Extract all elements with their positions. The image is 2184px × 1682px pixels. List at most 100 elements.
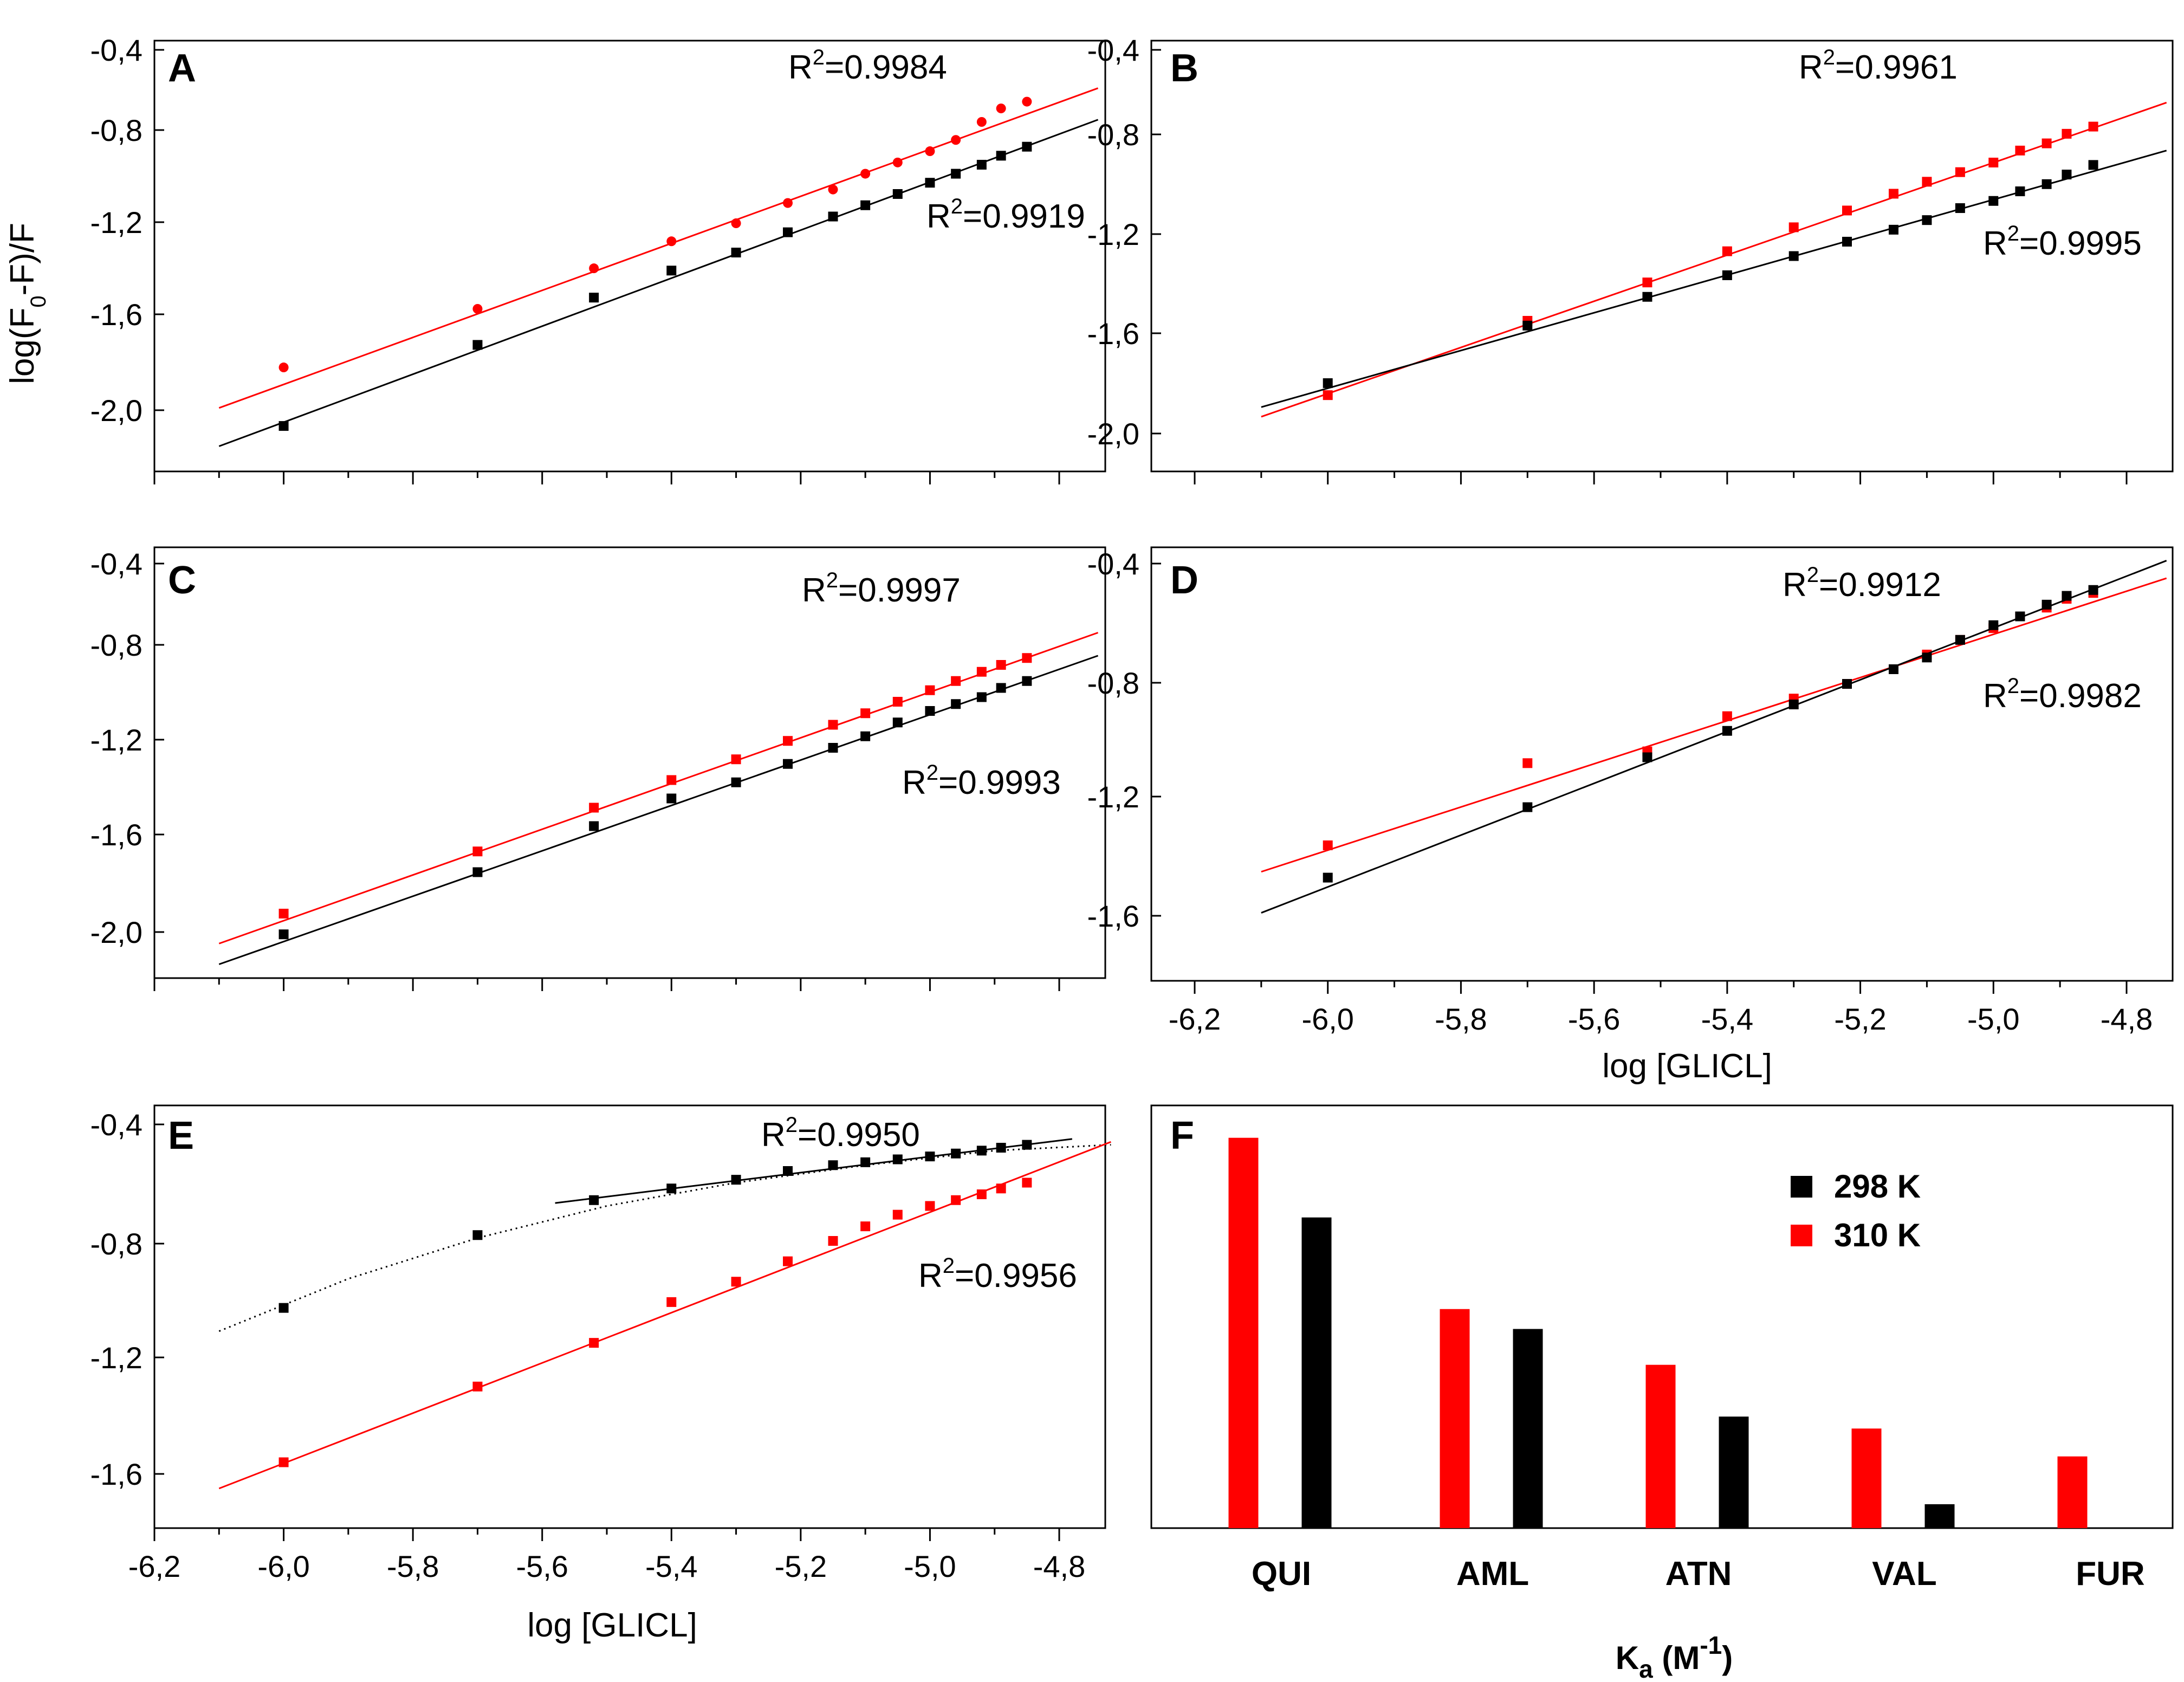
x-tick-label: -4,8 — [1033, 1549, 1086, 1583]
x-tick-label: -5,2 — [1834, 1002, 1887, 1036]
data-point-red — [472, 846, 483, 857]
data-point-black — [1842, 679, 1852, 689]
y-tick-label: -0,4 — [1087, 33, 1140, 67]
bar-red-qui — [1228, 1137, 1259, 1528]
data-point-red — [1788, 222, 1799, 232]
r-squared-label: R2=0.9912 — [1783, 563, 1941, 604]
data-point-red — [589, 1338, 599, 1348]
data-point-black — [1955, 635, 1965, 645]
panel-label: F — [1170, 1114, 1194, 1157]
x-tick-label: -5,4 — [645, 1549, 698, 1583]
panel-f: F QUI AML ATN VAL FUR 298 K 310 K Ka (M-1) — [1150, 1104, 2174, 1682]
data-point-red — [1323, 840, 1333, 850]
data-point-red — [2015, 145, 2025, 156]
y-tick-label: -0,8 — [90, 113, 143, 147]
y-tick-label: -2,0 — [90, 915, 143, 949]
r-squared-label: R2=0.9984 — [788, 46, 947, 86]
data-point-red — [860, 1221, 871, 1232]
y-tick-label: -0,8 — [90, 628, 143, 662]
fit-line-black — [1261, 560, 2167, 914]
bar-black-atn — [1719, 1416, 1749, 1528]
data-point-black — [1889, 224, 1898, 235]
data-point-red — [589, 263, 599, 274]
data-point-red — [783, 736, 793, 746]
data-point-red — [2088, 121, 2098, 132]
data-point-black — [892, 1154, 903, 1165]
x-tick-label: -6,2 — [1169, 1002, 1221, 1036]
y-axis-label: log(F0-F)/F — [4, 223, 50, 384]
data-point-red — [996, 103, 1006, 114]
data-point-red — [860, 169, 871, 179]
data-point-black — [666, 1183, 677, 1194]
data-point-red — [892, 697, 903, 707]
y-tick-label: -1,6 — [90, 818, 143, 852]
fit-line-black — [1261, 150, 2167, 408]
panel-e: -0,4 -0,8 -1,2 -1,6 -6,2 -6,0 -5,8 -5,6 -5,4 -5,2… — [90, 1104, 1111, 1583]
data-point-black — [925, 178, 935, 188]
x-axis-label-f: Ka (M-1) — [1616, 1631, 1733, 1682]
r-squared-label: R2=0.9950 — [761, 1113, 920, 1154]
data-point-black — [783, 759, 793, 769]
fit-line-black — [218, 119, 1099, 447]
data-point-black — [860, 200, 871, 210]
data-point-red — [278, 1457, 289, 1467]
data-point-red — [1988, 157, 1999, 167]
data-point-black — [1522, 320, 1533, 331]
data-point-red — [2062, 128, 2072, 139]
data-point-black — [2042, 179, 2052, 189]
x-tick-label: -5,8 — [1435, 1002, 1487, 1036]
data-point-red — [828, 1236, 838, 1246]
data-point-black — [278, 1303, 289, 1313]
data-point-black — [1722, 270, 1732, 280]
x-tick-label: -6,0 — [257, 1549, 310, 1583]
data-point-red — [860, 708, 871, 719]
data-point-black — [783, 1166, 793, 1176]
data-point-black — [472, 340, 483, 350]
data-point-black — [2062, 591, 2072, 601]
data-point-red — [1922, 177, 1932, 187]
y-tick-label: -0,8 — [90, 1227, 143, 1261]
plot-frame — [1150, 546, 2174, 982]
data-point-black — [976, 1146, 987, 1156]
r-squared-label: R2=0.9919 — [926, 195, 1085, 235]
data-point-black — [1922, 215, 1932, 225]
panel-label: E — [168, 1114, 194, 1157]
data-point-black — [976, 159, 987, 170]
data-point-red — [1889, 189, 1898, 199]
data-point-black — [1722, 726, 1732, 736]
data-point-red — [828, 184, 838, 195]
data-point-black — [828, 1160, 838, 1170]
data-point-black — [976, 692, 987, 702]
y-tick-label: -0,4 — [90, 1108, 143, 1142]
data-point-red — [925, 685, 935, 695]
panel-label: D — [1170, 559, 1198, 602]
data-point-red — [1022, 1178, 1032, 1188]
data-point-black — [860, 731, 871, 741]
y-tick-label: -0,4 — [1087, 547, 1140, 581]
data-point-red — [1522, 758, 1533, 768]
data-point-red — [892, 157, 903, 167]
data-point-black — [2088, 160, 2098, 170]
data-point-red — [1323, 390, 1333, 400]
data-point-red — [951, 676, 961, 686]
data-point-red — [589, 803, 599, 813]
data-point-red — [1722, 246, 1732, 256]
data-point-red — [1642, 277, 1652, 288]
data-point-black — [925, 706, 935, 716]
y-tick-label: -0,8 — [1087, 666, 1140, 700]
data-point-red — [951, 1195, 961, 1205]
data-point-black — [783, 227, 793, 237]
category-label: QUI — [1252, 1555, 1311, 1593]
data-point-red — [783, 198, 793, 208]
data-point-red — [951, 135, 961, 145]
data-point-black — [1323, 378, 1333, 389]
x-tick-label: -4,8 — [2101, 1002, 2153, 1036]
data-point-black — [828, 211, 838, 222]
data-point-red — [925, 146, 935, 157]
y-tick-label: -0,4 — [90, 547, 143, 581]
data-point-red — [996, 660, 1006, 670]
y-tick-label: -2,0 — [1087, 417, 1140, 451]
data-point-black — [1988, 620, 1999, 630]
data-point-black — [951, 1148, 961, 1159]
